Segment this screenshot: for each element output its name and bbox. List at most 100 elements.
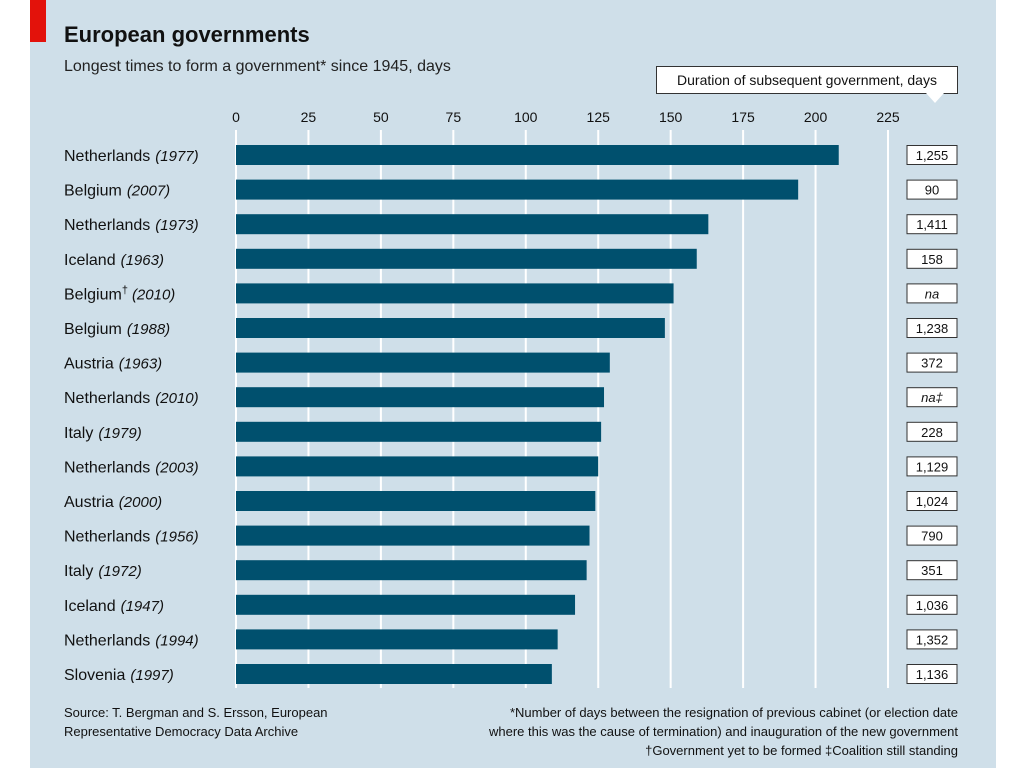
footnote-definition-1: *Number of days between the resignation … [509, 705, 958, 720]
bars [236, 145, 839, 684]
x-tick-label-200: 200 [804, 109, 828, 125]
footnote-markers: †Government yet to be formed ‡Coalition … [645, 743, 958, 758]
duration-value: 228 [921, 425, 943, 440]
duration-box [906, 179, 958, 200]
bar [236, 456, 599, 477]
country-name: Netherlands [64, 148, 150, 165]
bar [236, 318, 665, 338]
duration-box [906, 318, 958, 338]
country-name: Austria [64, 356, 114, 373]
year-label: (1979) [98, 425, 141, 442]
subsequent-duration-boxes: 1,255 90 1,411 158 na 1,238 372 na‡ 228 1,129 1,02… [906, 145, 958, 684]
country-name: Netherlands [64, 632, 150, 649]
bar [236, 387, 605, 408]
category-label: Italy (1972) [64, 563, 142, 580]
country-name: Austria [64, 494, 114, 511]
duration-value: 158 [921, 252, 943, 267]
bar [236, 352, 610, 373]
duration-value: 1,136 [916, 667, 949, 682]
country-name: Netherlands [64, 459, 150, 476]
duration-value: 351 [921, 563, 943, 578]
duration-box [906, 456, 958, 477]
duration-box [906, 248, 958, 269]
duration-box [906, 421, 958, 442]
year-label: (1956) [155, 529, 198, 546]
side-column-title: Duration of subsequent government, days [656, 66, 958, 94]
country-name: Netherlands [64, 529, 150, 546]
country-name: Iceland [64, 252, 116, 269]
duration-box [906, 352, 958, 373]
duration-value: 1,129 [916, 459, 949, 474]
country-name: Italy [64, 425, 93, 442]
brand-tag [30, 0, 46, 42]
bar [236, 491, 596, 511]
x-tick-label-25: 25 [301, 109, 317, 125]
category-label: Belgium (1988) [64, 321, 170, 338]
duration-box [906, 491, 958, 511]
year-label: (2010) [132, 286, 175, 303]
category-label: Netherlands (1994) [64, 632, 199, 649]
year-label: (1963) [119, 356, 162, 373]
duration-box [906, 525, 958, 546]
year-label: (2007) [127, 183, 170, 200]
bar [236, 145, 839, 165]
year-label: (2000) [119, 494, 162, 511]
category-label: Netherlands (1973) [64, 217, 199, 234]
country-name: Iceland [64, 598, 116, 615]
year-label: (1947) [121, 598, 164, 615]
category-label: Belgium (2007) [64, 183, 170, 200]
country-name: Netherlands [64, 217, 150, 234]
bar [236, 629, 558, 650]
year-label: (2003) [155, 459, 198, 476]
x-tick-label-100: 100 [514, 109, 538, 125]
side-column-pointer [926, 93, 944, 103]
country-name: Belgium [64, 321, 122, 338]
year-label: (1973) [155, 217, 198, 234]
footnotes: *Number of days between the resignation … [358, 703, 958, 760]
footnote-definition-2: where this was the cause of termination)… [489, 724, 958, 739]
category-labels: Netherlands (1977) Belgium (2007) Netherland… [64, 148, 199, 684]
x-tick-label-75: 75 [446, 109, 462, 125]
country-name: Italy [64, 563, 93, 580]
bar [236, 525, 590, 546]
x-tick-label-0: 0 [232, 109, 240, 125]
country-name: Belgium [64, 183, 122, 200]
category-label: Italy (1979) [64, 425, 142, 442]
category-label: Slovenia (1997) [64, 667, 174, 684]
duration-box [906, 560, 958, 581]
duration-value: 790 [921, 529, 943, 544]
chart-title: European governments [64, 22, 310, 47]
duration-box [906, 594, 958, 615]
footnote-marker: † [122, 284, 128, 296]
category-label: Netherlands (1956) [64, 529, 199, 546]
bar [236, 560, 587, 581]
year-label: (1972) [98, 563, 141, 580]
x-tick-label-175: 175 [731, 109, 755, 125]
year-label: (1988) [127, 321, 170, 338]
country-name: Netherlands [64, 390, 150, 407]
chart-subtitle: Longest times to form a government* sinc… [64, 58, 451, 75]
country-name: Slovenia [64, 667, 125, 684]
category-label: Netherlands (1977) [64, 148, 199, 165]
category-label: Austria (1963) [64, 356, 162, 373]
x-tick-label-50: 50 [373, 109, 389, 125]
bar [236, 179, 799, 200]
x-tick-label-150: 150 [659, 109, 683, 125]
duration-box [906, 387, 958, 408]
duration-value: 1,024 [916, 494, 949, 509]
year-label: (2010) [155, 390, 198, 407]
duration-box [906, 283, 958, 304]
country-name: Belgium [64, 286, 122, 303]
duration-value: 1,255 [916, 148, 949, 163]
bar [236, 594, 576, 615]
duration-box [906, 145, 958, 165]
x-tick-label-225: 225 [876, 109, 900, 125]
year-label: (1977) [155, 148, 198, 165]
x-tick-label-125: 125 [587, 109, 611, 125]
category-label: Netherlands (2010) [64, 390, 199, 407]
duration-value: 1,411 [916, 217, 948, 232]
year-label: (1997) [130, 667, 173, 684]
bar [236, 664, 552, 684]
category-label: Netherlands (2003) [64, 459, 199, 476]
